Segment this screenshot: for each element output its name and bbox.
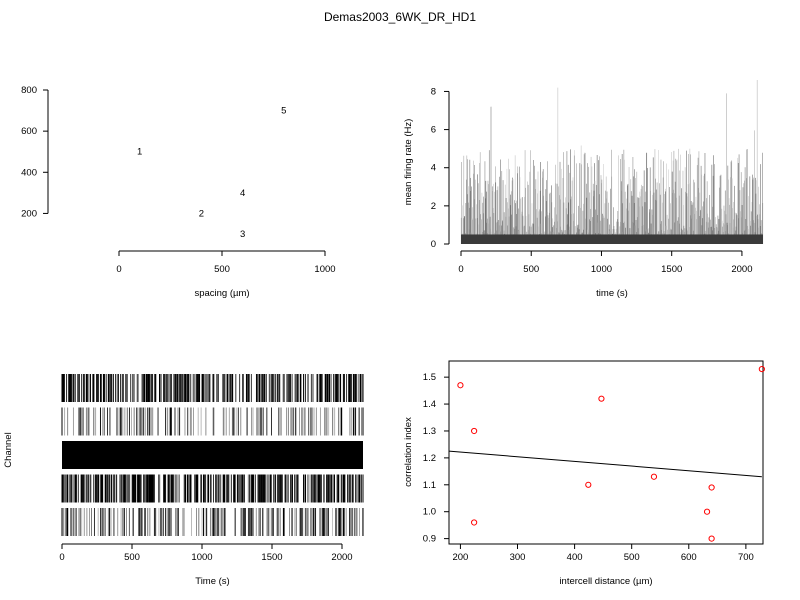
y-tick-label: 0.9 bbox=[423, 534, 436, 545]
plot-frame bbox=[448, 360, 764, 545]
raster-row bbox=[61, 508, 364, 536]
x-axis-label: Time (s) bbox=[195, 576, 229, 587]
x-tick-label: 500 bbox=[124, 552, 140, 563]
y-tick-label: 1.5 bbox=[423, 372, 436, 383]
page-title: Demas2003_6WK_DR_HD1 bbox=[323, 10, 477, 24]
y-tick-label: 1.2 bbox=[423, 453, 436, 464]
y-tick-label: 1.4 bbox=[423, 399, 436, 410]
y-axis-label: mean firing rate (Hz) bbox=[403, 119, 414, 206]
y-tick-label: 800 bbox=[21, 85, 37, 96]
x-tick-label: 300 bbox=[510, 552, 526, 563]
electrode-label: 4 bbox=[240, 188, 245, 199]
fit-line bbox=[448, 450, 762, 478]
raster-row bbox=[62, 441, 363, 469]
data-point bbox=[471, 427, 478, 435]
data-point bbox=[703, 508, 711, 515]
raster-panel: 0 500 1000 1500 2000 Time (s) Channel bbox=[3, 374, 364, 587]
y-tick-label: 600 bbox=[21, 126, 37, 137]
raster-row bbox=[61, 407, 364, 436]
x-tick-label: 2000 bbox=[731, 264, 752, 275]
correlation-panel: 200 300 400 500 600 700 intercell distance (µm… bbox=[403, 360, 765, 587]
x-tick-label: 2000 bbox=[331, 552, 352, 563]
y-tick-label: 400 bbox=[21, 167, 37, 178]
electrode-label: 2 bbox=[199, 208, 204, 219]
y-tick-label: 200 bbox=[21, 208, 37, 219]
y-tick-label: 1.3 bbox=[423, 426, 436, 437]
y-tick-label: 4 bbox=[431, 163, 436, 174]
y-tick-label: 2 bbox=[431, 201, 436, 212]
data-point bbox=[598, 395, 605, 402]
x-tick-label: 400 bbox=[567, 552, 583, 563]
x-tick-label: 1000 bbox=[191, 552, 212, 563]
data-point bbox=[708, 535, 715, 542]
x-axis-label: time (s) bbox=[596, 288, 628, 299]
y-tick-label: 1.0 bbox=[423, 507, 436, 518]
raster-row bbox=[61, 474, 364, 503]
x-axis-label: spacing (µm) bbox=[194, 288, 249, 299]
layout-panel: 0 500 1000 spacing (µm) 200 400 600 800 1 2 3 4 5 bbox=[21, 85, 335, 299]
x-tick-label: 1000 bbox=[591, 264, 612, 275]
rate-base-fill bbox=[461, 234, 763, 244]
data-point bbox=[585, 481, 592, 488]
y-tick-label: 0 bbox=[431, 239, 436, 250]
y-tick-label: 1.1 bbox=[423, 480, 436, 491]
x-tick-label: 1500 bbox=[261, 552, 282, 563]
x-tick-label: 0 bbox=[59, 552, 64, 563]
y-axis-label: Channel bbox=[3, 432, 14, 467]
x-tick-label: 700 bbox=[738, 552, 754, 563]
electrode-label: 3 bbox=[240, 229, 245, 240]
y-axis-label: correlation index bbox=[403, 417, 414, 487]
x-tick-label: 1000 bbox=[314, 264, 335, 275]
raster-row bbox=[61, 374, 364, 402]
x-tick-label: 500 bbox=[624, 552, 640, 563]
data-point bbox=[457, 382, 464, 389]
y-tick-label: 6 bbox=[431, 125, 436, 136]
x-tick-label: 0 bbox=[116, 264, 121, 275]
x-tick-label: 600 bbox=[681, 552, 697, 563]
data-point bbox=[708, 484, 715, 491]
x-tick-label: 200 bbox=[452, 552, 468, 563]
x-tick-label: 500 bbox=[523, 264, 539, 275]
x-tick-label: 0 bbox=[458, 264, 463, 275]
electrode-label: 1 bbox=[137, 147, 142, 158]
data-point bbox=[471, 519, 478, 526]
raster-row-fill bbox=[62, 441, 363, 469]
y-tick-label: 8 bbox=[431, 86, 436, 97]
electrode-label: 5 bbox=[281, 106, 286, 117]
data-point bbox=[758, 365, 765, 373]
x-tick-label: 500 bbox=[214, 264, 230, 275]
rate-panel: 0 500 1000 1500 2000 time (s) 0 2 4 6 8 mean firing… bbox=[403, 80, 764, 299]
x-axis-label: intercell distance (µm) bbox=[559, 576, 652, 587]
data-point bbox=[650, 473, 658, 480]
x-tick-label: 1500 bbox=[661, 264, 682, 275]
